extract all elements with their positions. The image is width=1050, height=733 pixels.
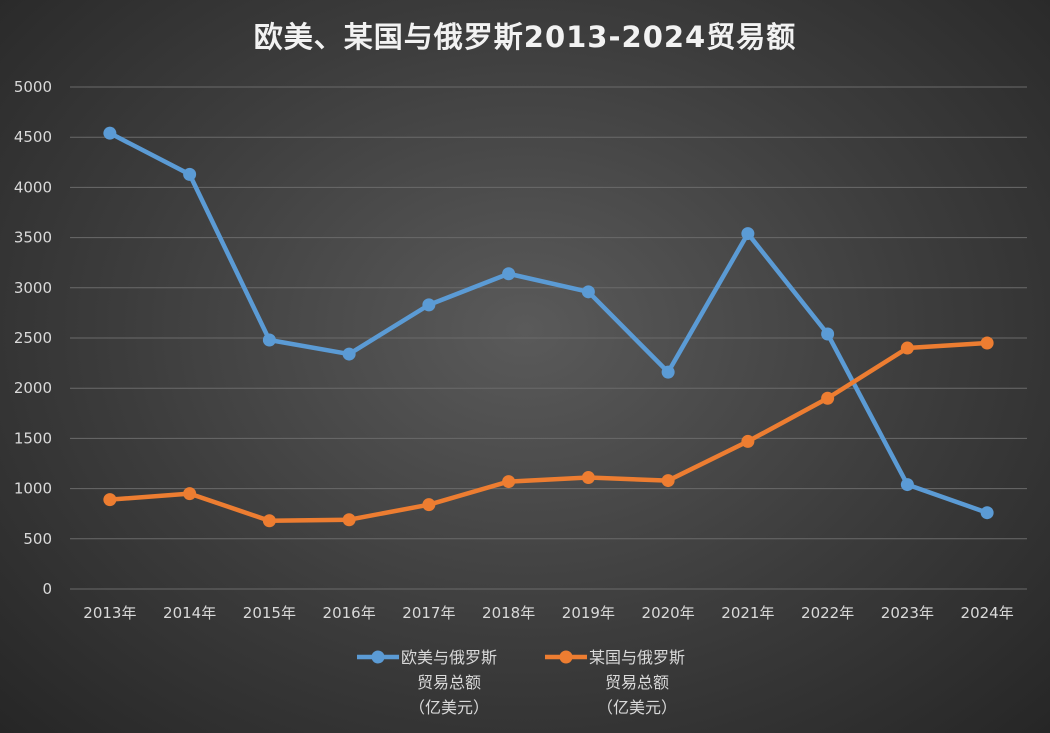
data-point-s2-3	[342, 513, 356, 527]
data-point-s2-1	[183, 487, 197, 501]
y-tick-label: 4500	[14, 128, 52, 146]
legend-swatch-marker-2	[559, 650, 573, 664]
data-point-s1-9	[821, 327, 835, 341]
data-point-s1-1	[183, 167, 197, 181]
data-point-s1-3	[342, 347, 356, 361]
chart-title: 欧美、某国与俄罗斯2013-2024贸易额	[253, 20, 797, 54]
series-line-1	[107, 130, 990, 515]
y-tick-label: 3000	[14, 279, 52, 297]
y-tick-label: 5000	[14, 78, 52, 96]
x-tick-label: 2024年	[961, 604, 1014, 622]
x-tick-label: 2015年	[243, 604, 296, 622]
y-tick-label: 4000	[14, 178, 52, 196]
legend-label-1-line-3: （亿美元）	[409, 698, 489, 717]
data-point-s1-0	[103, 126, 117, 140]
y-tick-label: 3500	[14, 229, 52, 247]
data-point-s1-2	[262, 333, 276, 347]
x-tick-label: 2016年	[323, 604, 376, 622]
series-line-2	[107, 340, 990, 523]
data-point-s2-2	[262, 514, 276, 528]
data-point-s1-6	[581, 285, 595, 299]
data-point-s2-0	[103, 493, 117, 507]
x-tick-label: 2020年	[642, 604, 695, 622]
x-tick-label: 2014年	[163, 604, 216, 622]
data-point-s2-9	[821, 391, 835, 405]
y-tick-label: 0	[42, 580, 52, 598]
x-tick-label: 2017年	[402, 604, 455, 622]
data-point-s2-10	[900, 341, 914, 355]
x-tick-label: 2019年	[562, 604, 615, 622]
y-tick-label: 2000	[14, 379, 52, 397]
x-tick-label: 2021年	[721, 604, 774, 622]
y-tick-label: 1500	[14, 429, 52, 447]
legend-label-1-line-1: 欧美与俄罗斯	[401, 648, 497, 667]
x-tick-label: 2018年	[482, 604, 535, 622]
legend-swatch-marker-1	[371, 650, 385, 664]
legend-label-2-line-1: 某国与俄罗斯	[589, 648, 685, 667]
data-point-s2-4	[422, 498, 436, 512]
legend-label-1-line-2: 贸易总额	[417, 673, 481, 692]
x-tick-label: 2022年	[801, 604, 854, 622]
data-point-s2-7	[661, 474, 675, 488]
y-tick-label: 1000	[14, 480, 52, 498]
y-tick-label: 2500	[14, 329, 52, 347]
data-point-s2-6	[581, 471, 595, 485]
y-tick-label: 500	[23, 530, 52, 548]
data-point-s1-7	[661, 365, 675, 379]
data-point-s1-10	[900, 478, 914, 492]
data-point-s1-4	[422, 298, 436, 312]
data-point-s2-8	[741, 434, 755, 448]
data-point-s1-5	[502, 267, 516, 281]
data-point-s1-11	[980, 506, 994, 520]
x-tick-label: 2023年	[881, 604, 934, 622]
legend-label-2-line-3: （亿美元）	[597, 698, 677, 717]
data-point-s1-8	[741, 227, 755, 241]
data-point-s2-5	[502, 475, 516, 489]
x-tick-label: 2013年	[83, 604, 136, 622]
legend-label-2-line-2: 贸易总额	[605, 673, 669, 692]
data-point-s2-11	[980, 336, 994, 350]
